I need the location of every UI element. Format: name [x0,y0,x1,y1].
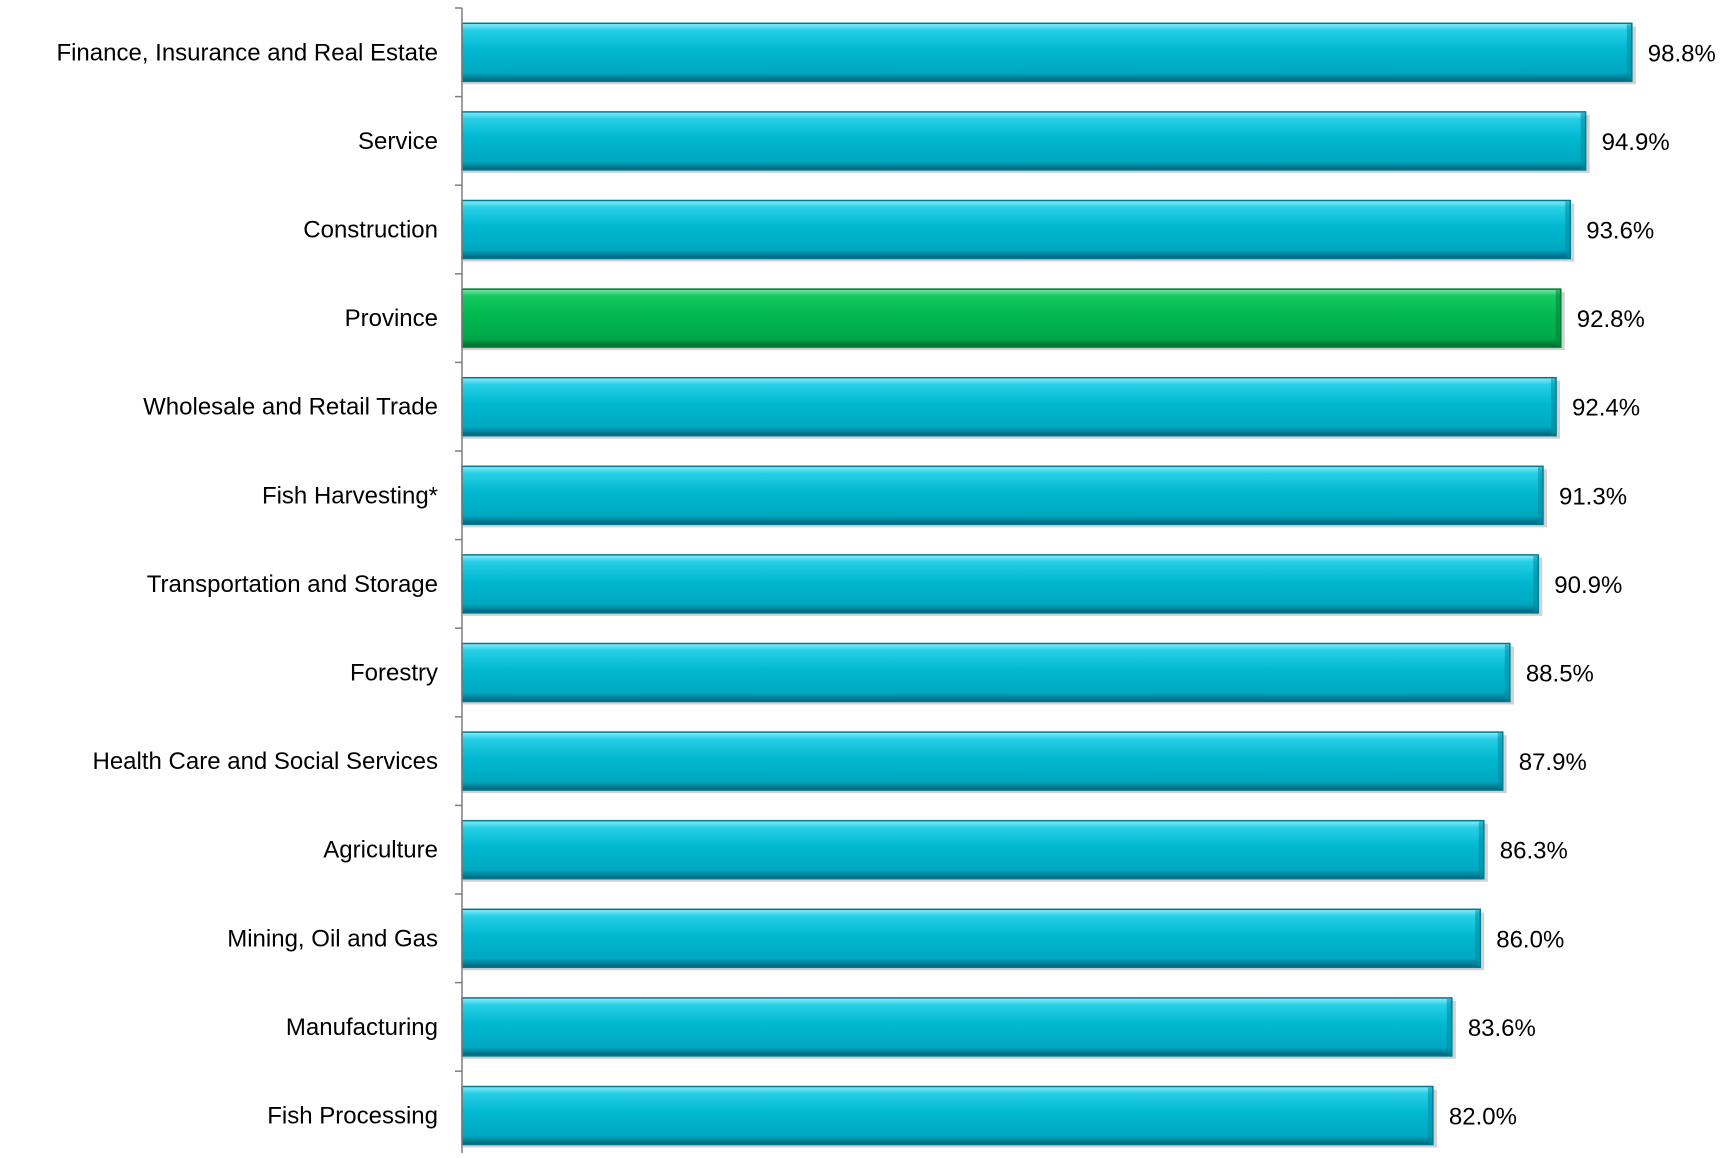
bar-end [1475,910,1481,967]
data-label: 88.5% [1526,661,1594,688]
category-label: Transportation and Storage [147,571,438,598]
bar [461,199,1571,260]
bar [461,111,1587,171]
category-label: Agriculture [323,837,438,864]
data-label: 82.0% [1449,1104,1517,1131]
category-label: Fish Processing [267,1103,438,1130]
bar-end [1537,467,1543,524]
category-label: Health Care and Social Services [92,748,438,775]
bar-end [1446,998,1452,1055]
bar-end [1533,555,1539,612]
data-label: 92.4% [1572,395,1640,422]
bars-group [461,22,1636,1148]
bar [461,1085,1434,1146]
bar-end [1580,112,1586,169]
data-label: 90.9% [1554,572,1622,599]
category-label: Province [345,305,438,332]
bar-end [1551,378,1557,435]
category-label: Service [358,128,438,155]
bar [461,376,1557,437]
data-label: 91.3% [1559,483,1627,510]
bar-end [1565,201,1571,258]
data-label: 86.0% [1496,926,1564,953]
data-label: 93.6% [1586,218,1654,245]
data-label: 86.3% [1500,838,1568,865]
category-label: Wholesale and Retail Trade [143,394,438,421]
bar-end [1427,1087,1433,1144]
bar-end [1478,821,1484,878]
y-axis [455,7,463,1153]
bar [461,642,1511,703]
category-label: Construction [303,217,438,244]
labels-group: Finance, Insurance and Real Estate 98.8% S… [56,39,1715,1130]
bar [461,465,1544,526]
bar-end [1497,733,1503,790]
bar-end [1626,24,1632,81]
data-label: 94.9% [1602,129,1670,156]
bar-end [1555,290,1561,347]
category-label: Mining, Oil and Gas [227,925,438,952]
bar [461,554,1540,614]
bar-highlight [461,288,1562,348]
category-label: Forestry [350,660,438,687]
data-label: 92.8% [1577,306,1645,333]
bar [461,22,1633,83]
bar [461,731,1504,791]
bar-end [1504,644,1510,701]
bar [461,819,1485,880]
bar [461,997,1453,1057]
data-label: 98.8% [1648,40,1716,67]
category-label: Finance, Insurance and Real Estate [56,39,438,66]
data-label: 87.9% [1519,749,1587,776]
bar [461,908,1481,969]
category-label: Fish Harvesting* [262,482,438,509]
data-label: 83.6% [1468,1015,1536,1042]
category-label: Manufacturing [286,1014,438,1041]
